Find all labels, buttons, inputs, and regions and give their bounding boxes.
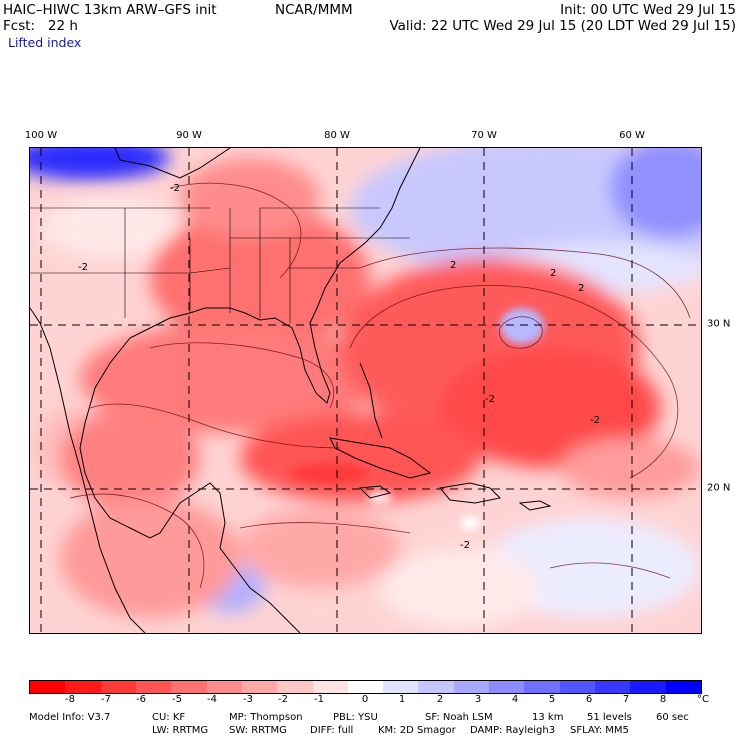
model-info-resolution: 13 km [532,712,564,723]
model-info-version: Model Info: V3.7 [29,712,111,723]
colorbar-tick: -2 [278,694,288,705]
model-info-timestep: 60 sec [656,712,689,723]
colorbar-swatch [524,681,560,693]
colorbar-swatch [312,681,348,693]
model-info-damp: DAMP: Rayleigh3 [470,725,556,736]
colorbar-tick: -6 [136,694,146,705]
state-borders [30,207,410,323]
colorbar-tick: -3 [243,694,253,705]
colorbar-swatch [489,681,525,693]
colorbar-tick: 5 [548,694,556,705]
colorbar-swatch [135,681,172,693]
colorbar-tick: 4 [511,694,519,705]
model-info-pbl: PBL: YSU [333,712,378,723]
colorbar [29,680,702,694]
model-title: HAIC–HIWC 13km ARW–GFS init [3,2,217,18]
colorbar-tick: -7 [101,694,111,705]
colorbar-tick: 3 [474,694,482,705]
lat-lon-grid [30,148,701,633]
colorbar-tick: -4 [207,694,217,705]
contour-label: 2 [578,283,584,294]
field-name: Lifted index [8,35,82,50]
colorbar-swatch [453,681,490,693]
colorbar-tick: 7 [622,694,630,705]
contour-label: -2 [460,540,470,551]
contour-label: -2 [78,262,88,273]
colorbar-swatch [30,681,66,693]
model-info-lw: LW: RRTMG [152,725,209,736]
colorbar-tick: -1 [314,694,324,705]
colorbar-swatch [418,681,454,693]
colorbar-swatch [630,681,666,693]
map-canvas: -2 -2 -2 -2 2 2 2 -2 [30,148,701,633]
lat-label-20n: 20 N [707,482,731,494]
model-info-levels: 51 levels [587,712,632,723]
contour-label: 2 [550,268,556,279]
contour-label: -2 [170,183,180,194]
colorbar-tick: 2 [436,694,444,705]
contour-lines [69,182,691,589]
contour-label: 2 [450,260,456,271]
model-info-sw: SW: RRTMG [229,725,287,736]
coastlines [30,148,552,633]
colorbar-swatch [595,681,631,693]
model-info-mp: MP: Thompson [229,712,303,723]
colorbar-swatch [206,681,242,693]
colorbar-swatch [383,681,419,693]
colorbar-tick: -8 [65,694,75,705]
colorbar-swatch [277,681,313,693]
colorbar-swatch [65,681,101,693]
colorbar-tick: 1 [398,694,406,705]
valid-time: Valid: 22 UTC Wed 29 Jul 15 (20 LDT Wed … [389,18,736,34]
lon-label-80w: 80 W [324,130,350,141]
lon-label-90w: 90 W [176,130,202,141]
model-info-sflay: SFLAY: MM5 [570,725,629,736]
colorbar-swatch [347,681,384,693]
lon-label-60w: 60 W [619,130,645,141]
colorbar-tick: -5 [172,694,182,705]
colorbar-swatch [241,681,278,693]
colorbar-tick: 0 [361,694,369,705]
contour-label: -2 [590,415,600,426]
model-info-sf: SF: Noah LSM [425,712,493,723]
lon-label-100w: 100 W [24,130,58,141]
lifted-index-shading [30,148,701,628]
colorbar-swatch [171,681,207,693]
colorbar-tick: 8 [659,694,667,705]
lifted-index-map: -2 -2 -2 -2 2 2 2 -2 [29,147,702,634]
model-info-cu: CU: KF [152,712,186,723]
lon-label-70w: 70 W [471,130,497,141]
init-time: Init: 00 UTC Wed 29 Jul 15 [560,2,736,18]
forecast-hour: Fcst: 22 h [3,18,78,34]
model-info-km: KM: 2D Smagor [378,725,456,736]
colorbar-unit: °C [697,694,709,705]
colorbar-swatch [559,681,595,693]
lat-label-30n: 30 N [707,318,731,330]
colorbar-swatch [665,681,701,693]
organization-label: NCAR/MMM [275,2,353,18]
colorbar-swatch [100,681,136,693]
contour-labels: -2 -2 -2 -2 2 2 2 -2 [78,183,600,551]
model-info-diff: DIFF: full [310,725,354,736]
colorbar-tick: 6 [585,694,593,705]
contour-label: -2 [485,394,495,405]
